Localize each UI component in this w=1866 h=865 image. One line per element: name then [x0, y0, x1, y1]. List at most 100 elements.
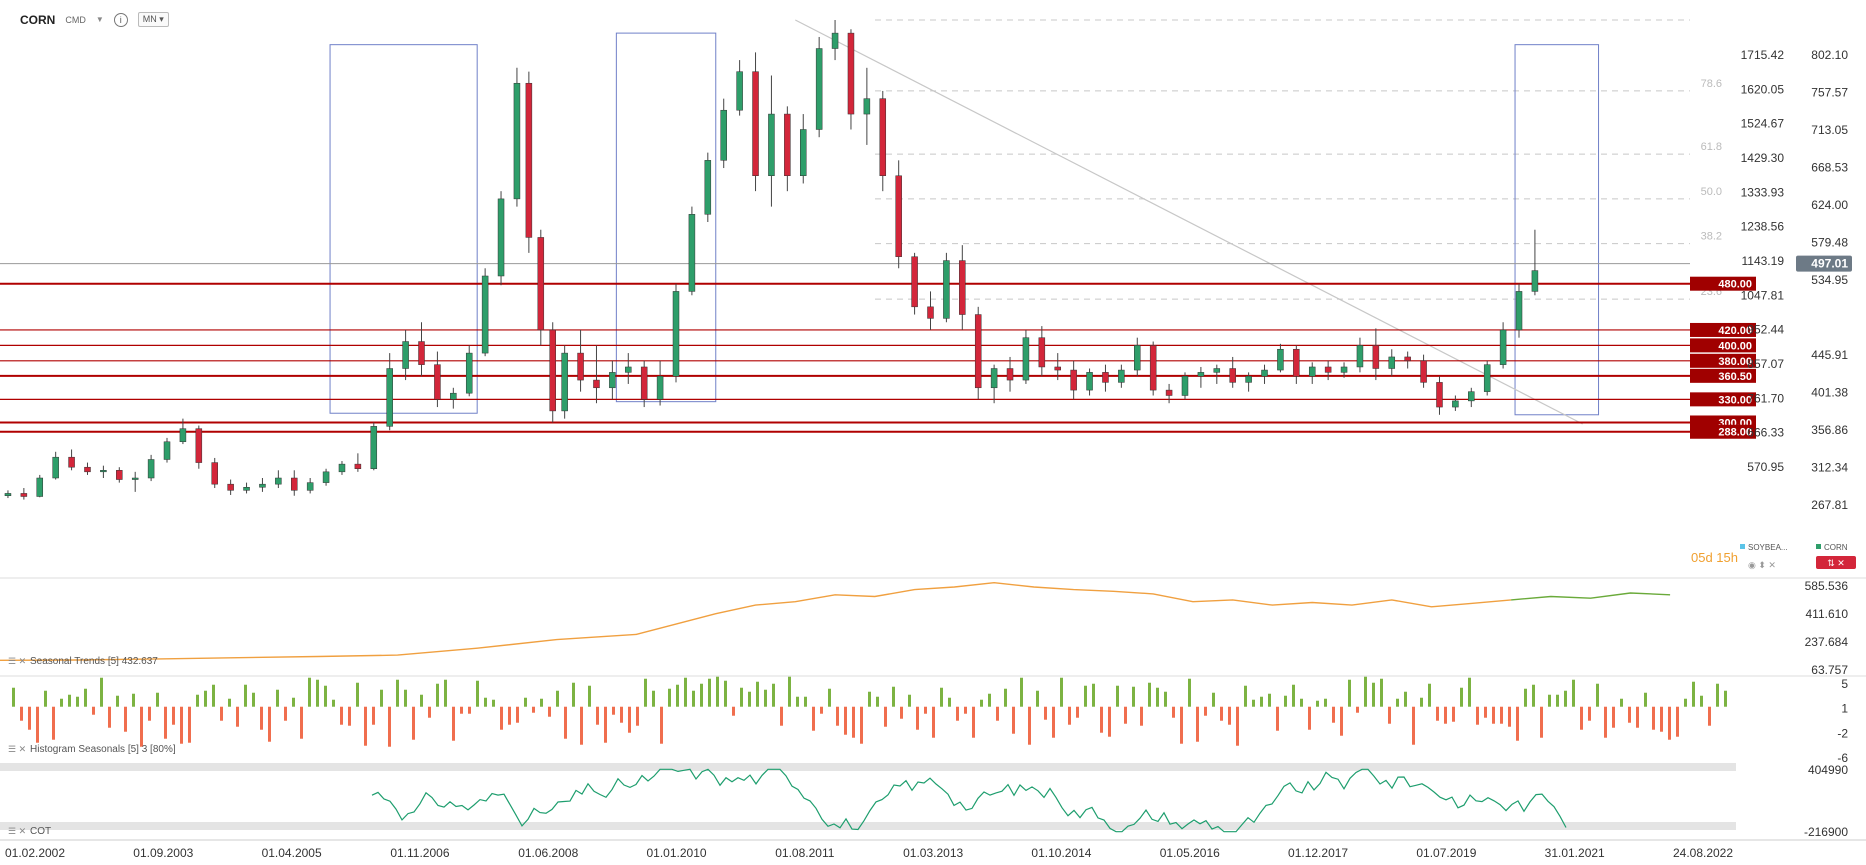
- candle-body[interactable]: [815, 48, 823, 130]
- remove-series-button[interactable]: [1816, 556, 1856, 569]
- candle-body[interactable]: [537, 237, 545, 331]
- candle-body[interactable]: [291, 477, 298, 491]
- candle-body[interactable]: [386, 368, 393, 427]
- candle-body[interactable]: [418, 341, 425, 365]
- candle-body[interactable]: [799, 129, 807, 177]
- candle-body[interactable]: [672, 291, 680, 377]
- candle-body[interactable]: [1293, 348, 1300, 377]
- candle-body[interactable]: [275, 477, 282, 485]
- candle-body[interactable]: [1261, 369, 1268, 377]
- candle-body[interactable]: [704, 160, 712, 215]
- candle-body[interactable]: [752, 71, 759, 177]
- candle-body[interactable]: [1404, 356, 1411, 362]
- candle-body[interactable]: [863, 98, 871, 115]
- candle-body[interactable]: [879, 98, 887, 177]
- candle-body[interactable]: [179, 428, 187, 443]
- candle-body[interactable]: [911, 256, 918, 308]
- candle-body[interactable]: [1229, 368, 1236, 383]
- candle-body[interactable]: [259, 483, 266, 488]
- candle-body[interactable]: [1452, 400, 1459, 408]
- compare-controls-icon[interactable]: ◉ ⬍ ✕: [1748, 560, 1776, 570]
- candle-body[interactable]: [1372, 345, 1380, 369]
- candle-body[interactable]: [1499, 329, 1507, 365]
- candle-body[interactable]: [497, 198, 505, 277]
- candle-body[interactable]: [20, 493, 28, 497]
- candle-body[interactable]: [481, 275, 489, 354]
- candle-body[interactable]: [1054, 366, 1061, 371]
- candle-body[interactable]: [1070, 369, 1077, 391]
- candle-body[interactable]: [402, 341, 409, 369]
- candle-body[interactable]: [974, 314, 982, 389]
- candle-body[interactable]: [434, 364, 441, 400]
- highlight-box[interactable]: [1514, 44, 1600, 416]
- candle-body[interactable]: [100, 470, 107, 473]
- candle-body[interactable]: [306, 482, 314, 491]
- candle-body[interactable]: [625, 366, 632, 373]
- candle-body[interactable]: [1388, 356, 1396, 369]
- candle-body[interactable]: [465, 352, 473, 394]
- candle-body[interactable]: [1245, 375, 1252, 383]
- candle-body[interactable]: [322, 471, 330, 483]
- candle-body[interactable]: [1420, 360, 1427, 383]
- candle-body[interactable]: [116, 470, 123, 480]
- candle-body[interactable]: [1436, 382, 1443, 408]
- candle-body[interactable]: [549, 329, 556, 412]
- candle-body[interactable]: [1165, 389, 1173, 396]
- candle-body[interactable]: [1213, 368, 1221, 373]
- candle-body[interactable]: [84, 466, 91, 473]
- candle-body[interactable]: [338, 463, 346, 473]
- candle-body[interactable]: [736, 71, 743, 111]
- candle-body[interactable]: [1340, 366, 1348, 373]
- candle-body[interactable]: [1483, 364, 1491, 392]
- highlight-box[interactable]: [329, 44, 478, 414]
- candle-body[interactable]: [959, 260, 966, 315]
- candle-body[interactable]: [211, 462, 218, 485]
- candle-body[interactable]: [450, 392, 457, 400]
- candle-body[interactable]: [688, 214, 696, 292]
- close-icon[interactable]: ⇅ ✕: [1827, 558, 1845, 568]
- panel-menu-icon[interactable]: ☰ ✕: [8, 656, 26, 666]
- candle-body[interactable]: [243, 487, 250, 491]
- candle-body[interactable]: [1197, 372, 1205, 377]
- chevron-down-icon[interactable]: ▼: [95, 15, 104, 24]
- candle-body[interactable]: [593, 379, 600, 389]
- candle-body[interactable]: [195, 428, 203, 463]
- panel-menu-icon[interactable]: ☰ ✕: [8, 826, 26, 836]
- candle-body[interactable]: [1515, 291, 1523, 331]
- candle-body[interactable]: [720, 109, 727, 161]
- candle-body[interactable]: [1277, 348, 1284, 371]
- candle-body[interactable]: [4, 493, 12, 496]
- candle-body[interactable]: [36, 477, 44, 497]
- candle-body[interactable]: [927, 306, 934, 319]
- candle-body[interactable]: [784, 113, 791, 177]
- candle-body[interactable]: [68, 456, 75, 468]
- timeframe-select[interactable]: MN ▾: [137, 12, 169, 27]
- candle-body[interactable]: [640, 366, 648, 400]
- candle-body[interactable]: [1118, 369, 1125, 383]
- candle-body[interactable]: [227, 483, 234, 491]
- candle-body[interactable]: [370, 426, 378, 469]
- candle-body[interactable]: [831, 32, 839, 49]
- candle-body[interactable]: [1149, 345, 1157, 391]
- info-icon[interactable]: i: [113, 12, 128, 27]
- candle-body[interactable]: [163, 441, 171, 460]
- candle-body[interactable]: [768, 113, 775, 177]
- candle-body[interactable]: [1324, 366, 1332, 373]
- candle-body[interactable]: [1038, 337, 1046, 368]
- candle-body[interactable]: [131, 477, 139, 480]
- highlight-box[interactable]: [615, 32, 717, 403]
- trendline[interactable]: [795, 19, 1583, 425]
- candle-body[interactable]: [656, 375, 664, 400]
- candle-body[interactable]: [1086, 372, 1093, 391]
- candle-body[interactable]: [354, 463, 362, 469]
- candle-body[interactable]: [1181, 375, 1189, 396]
- candle-body[interactable]: [561, 352, 568, 412]
- candle-body[interactable]: [1531, 270, 1539, 292]
- candle-body[interactable]: [609, 372, 616, 389]
- candle-body[interactable]: [52, 456, 59, 479]
- candle-body[interactable]: [943, 260, 950, 319]
- candle-body[interactable]: [847, 32, 855, 115]
- candle-body[interactable]: [525, 82, 533, 238]
